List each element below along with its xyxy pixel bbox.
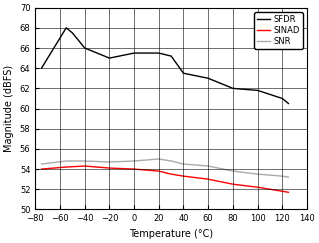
SFDR [157, 52, 161, 54]
SNR [231, 170, 235, 173]
X-axis label: Temperature (°C): Temperature (°C) [129, 229, 213, 239]
SINAD [132, 168, 136, 171]
SFDR [64, 26, 68, 29]
SFDR [182, 72, 185, 75]
SINAD [108, 167, 111, 170]
SFDR [206, 77, 210, 80]
SINAD [286, 191, 290, 194]
Line: SINAD: SINAD [41, 166, 288, 192]
SFDR [256, 89, 259, 92]
SNR [64, 160, 68, 163]
SNR [280, 175, 284, 178]
SINAD [83, 165, 87, 167]
SFDR [280, 97, 284, 100]
SFDR [40, 67, 43, 70]
SNR [132, 160, 136, 163]
SINAD [64, 165, 68, 168]
SINAD [182, 175, 185, 178]
SNR [206, 165, 210, 167]
SNR [157, 157, 161, 160]
Line: SFDR: SFDR [41, 28, 288, 104]
SNR [182, 163, 185, 165]
SNR [83, 160, 87, 163]
SINAD [206, 178, 210, 181]
SNR [169, 160, 173, 163]
SINAD [256, 186, 259, 189]
SINAD [40, 168, 43, 171]
SNR [256, 173, 259, 176]
Y-axis label: Magnitude (dBFS): Magnitude (dBFS) [4, 65, 14, 152]
SNR [40, 163, 43, 165]
SINAD [231, 183, 235, 186]
SFDR [132, 52, 136, 54]
SFDR [286, 102, 290, 105]
SFDR [169, 55, 173, 58]
SFDR [83, 47, 87, 50]
SFDR [231, 87, 235, 90]
Line: SNR: SNR [41, 159, 288, 177]
Legend: SFDR, SINAD, SNR: SFDR, SINAD, SNR [254, 12, 303, 49]
SINAD [169, 173, 173, 176]
SFDR [70, 31, 74, 34]
SFDR [108, 57, 111, 60]
SINAD [157, 170, 161, 173]
SNR [108, 161, 111, 164]
SNR [286, 176, 290, 179]
SINAD [280, 190, 284, 193]
